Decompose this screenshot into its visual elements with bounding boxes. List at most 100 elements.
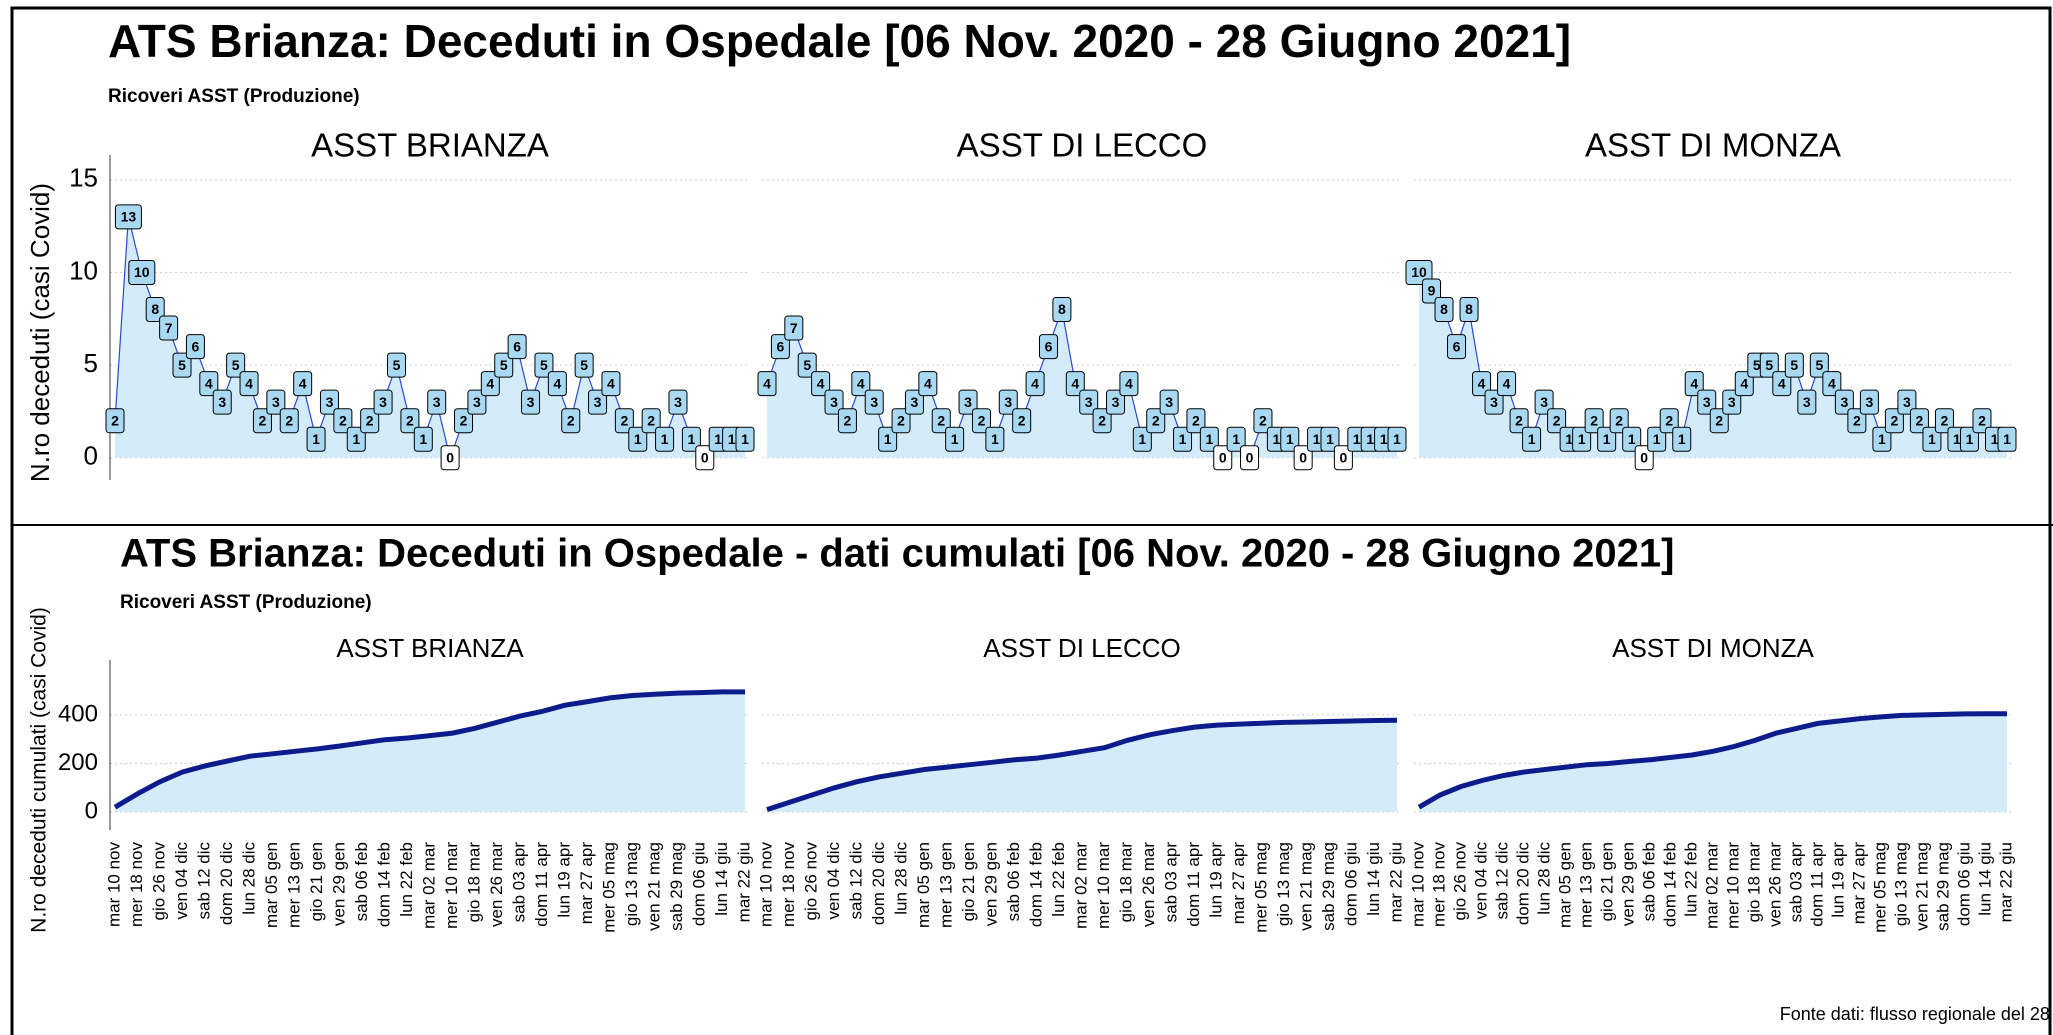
data-label-box — [1405, 259, 1433, 285]
data-label: 2 — [1909, 408, 1929, 434]
data-label-box — [266, 389, 286, 415]
x-tick-label: mer 10 mar — [1723, 842, 1742, 929]
data-label: 1 — [1647, 426, 1667, 452]
panel-title: ASST DI MONZA — [1612, 633, 1814, 663]
data-label: 2 — [1609, 408, 1629, 434]
x-tick-label: dom 11 apr — [1807, 842, 1826, 927]
x-tick-label: dom 11 apr — [532, 842, 551, 927]
data-label: 1 — [985, 426, 1005, 452]
data-label-box — [681, 426, 701, 452]
x-tick-label: lun 28 dic — [891, 842, 910, 915]
data-label-text: 4 — [763, 375, 771, 391]
x-tick-label: mer 18 nov — [127, 842, 146, 928]
data-label-box — [1897, 389, 1917, 415]
x-tick-label: gio 26 nov — [149, 842, 168, 921]
data-label: 3 — [904, 389, 924, 415]
data-label-box — [360, 408, 380, 434]
data-label-box — [878, 426, 898, 452]
data-label-text: 2 — [897, 412, 905, 428]
x-tick-label: dom 11 apr — [1184, 842, 1203, 927]
y-tick-label: 0 — [85, 797, 98, 824]
data-label-box — [1809, 352, 1829, 378]
data-label-box — [1132, 426, 1152, 452]
data-label: 1 — [1959, 426, 1979, 452]
x-tick-label: lun 19 apr — [1828, 842, 1847, 918]
x-tick-label: mer 18 nov — [779, 842, 798, 928]
data-label-box — [1293, 445, 1313, 471]
x-tick-label: dom 14 feb — [1660, 842, 1679, 927]
x-tick-label: mar 02 mar — [1702, 842, 1721, 929]
data-label: 1 — [1597, 426, 1617, 452]
data-label-text: 3 — [1085, 394, 1093, 410]
data-label: 8 — [1434, 297, 1454, 323]
data-label-text: 0 — [1299, 449, 1307, 465]
x-tick-label: ven 04 dic — [172, 842, 191, 920]
panel-title: ASST BRIANZA — [311, 127, 549, 164]
data-label-text: 1 — [687, 431, 695, 447]
data-label-box — [1092, 408, 1112, 434]
data-label: 5 — [574, 352, 594, 378]
data-label-box — [1584, 408, 1604, 434]
data-label-box — [784, 315, 804, 341]
data-label: 1 — [1872, 426, 1892, 452]
data-label: 2 — [837, 408, 857, 434]
data-label-box — [1547, 408, 1567, 434]
data-label-text: 2 — [1978, 412, 1986, 428]
data-label-text: 4 — [1071, 375, 1079, 391]
data-label-text: 2 — [1916, 412, 1924, 428]
data-label: 5 — [386, 352, 406, 378]
data-label: 0 — [1213, 445, 1233, 471]
data-label: 4 — [1472, 371, 1492, 397]
data-label-text: 1 — [1928, 431, 1936, 447]
data-label-text: 4 — [817, 375, 825, 391]
data-label-text: 0 — [1219, 449, 1227, 465]
data-label: 6 — [185, 334, 205, 360]
data-label-text: 2 — [1018, 412, 1026, 428]
y-tick-label: 10 — [69, 255, 98, 285]
x-tick-label: lun 14 giu — [1364, 842, 1383, 916]
data-label-box — [1497, 371, 1517, 397]
x-tick-label: ven 21 mag — [644, 842, 663, 931]
data-label-box — [1522, 426, 1542, 452]
data-label-text: 2 — [1891, 412, 1899, 428]
data-label-text: 4 — [607, 375, 615, 391]
data-label-text: 2 — [620, 412, 628, 428]
data-label-text: 2 — [844, 412, 852, 428]
data-label-box — [1186, 408, 1206, 434]
data-label-text: 3 — [379, 394, 387, 410]
area-fill — [767, 720, 1397, 812]
data-label-text: 5 — [1815, 357, 1823, 373]
data-label-box — [891, 408, 911, 434]
data-label-box — [413, 426, 433, 452]
data-label-text: 5 — [540, 357, 548, 373]
data-label-text: 3 — [473, 394, 481, 410]
data-label: 13 — [114, 204, 142, 230]
data-label-text: 3 — [1865, 394, 1873, 410]
y-tick-label: 400 — [58, 700, 98, 727]
data-label: 4 — [811, 371, 831, 397]
data-label: 5 — [534, 352, 554, 378]
data-label-box — [1534, 389, 1554, 415]
x-tick-label: sab 12 dic — [846, 842, 865, 920]
x-tick-label: mer 05 mag — [599, 842, 618, 933]
data-label: 4 — [1119, 371, 1139, 397]
data-label-text: 6 — [513, 338, 521, 354]
x-tick-label: mer 18 nov — [1429, 842, 1448, 928]
data-label-text: 2 — [978, 412, 986, 428]
data-label: 5 — [226, 352, 246, 378]
data-label-box — [668, 389, 688, 415]
data-label-text: 6 — [1453, 338, 1461, 354]
data-label-box — [212, 389, 232, 415]
data-label-text: 5 — [393, 357, 401, 373]
data-label-box — [306, 426, 326, 452]
data-label-text: 3 — [964, 394, 972, 410]
data-label: 1 — [413, 426, 433, 452]
x-tick-label: mer 13 gen — [284, 842, 303, 928]
x-tick-label: mar 22 giu — [734, 842, 753, 922]
data-label-box — [1659, 408, 1679, 434]
x-tick-label: mar 27 apr — [1849, 842, 1868, 925]
data-label-text: 0 — [1339, 449, 1347, 465]
data-label-box — [1772, 371, 1792, 397]
frame — [10, 6, 2052, 1035]
x-tick-label: dom 06 giu — [689, 842, 708, 926]
